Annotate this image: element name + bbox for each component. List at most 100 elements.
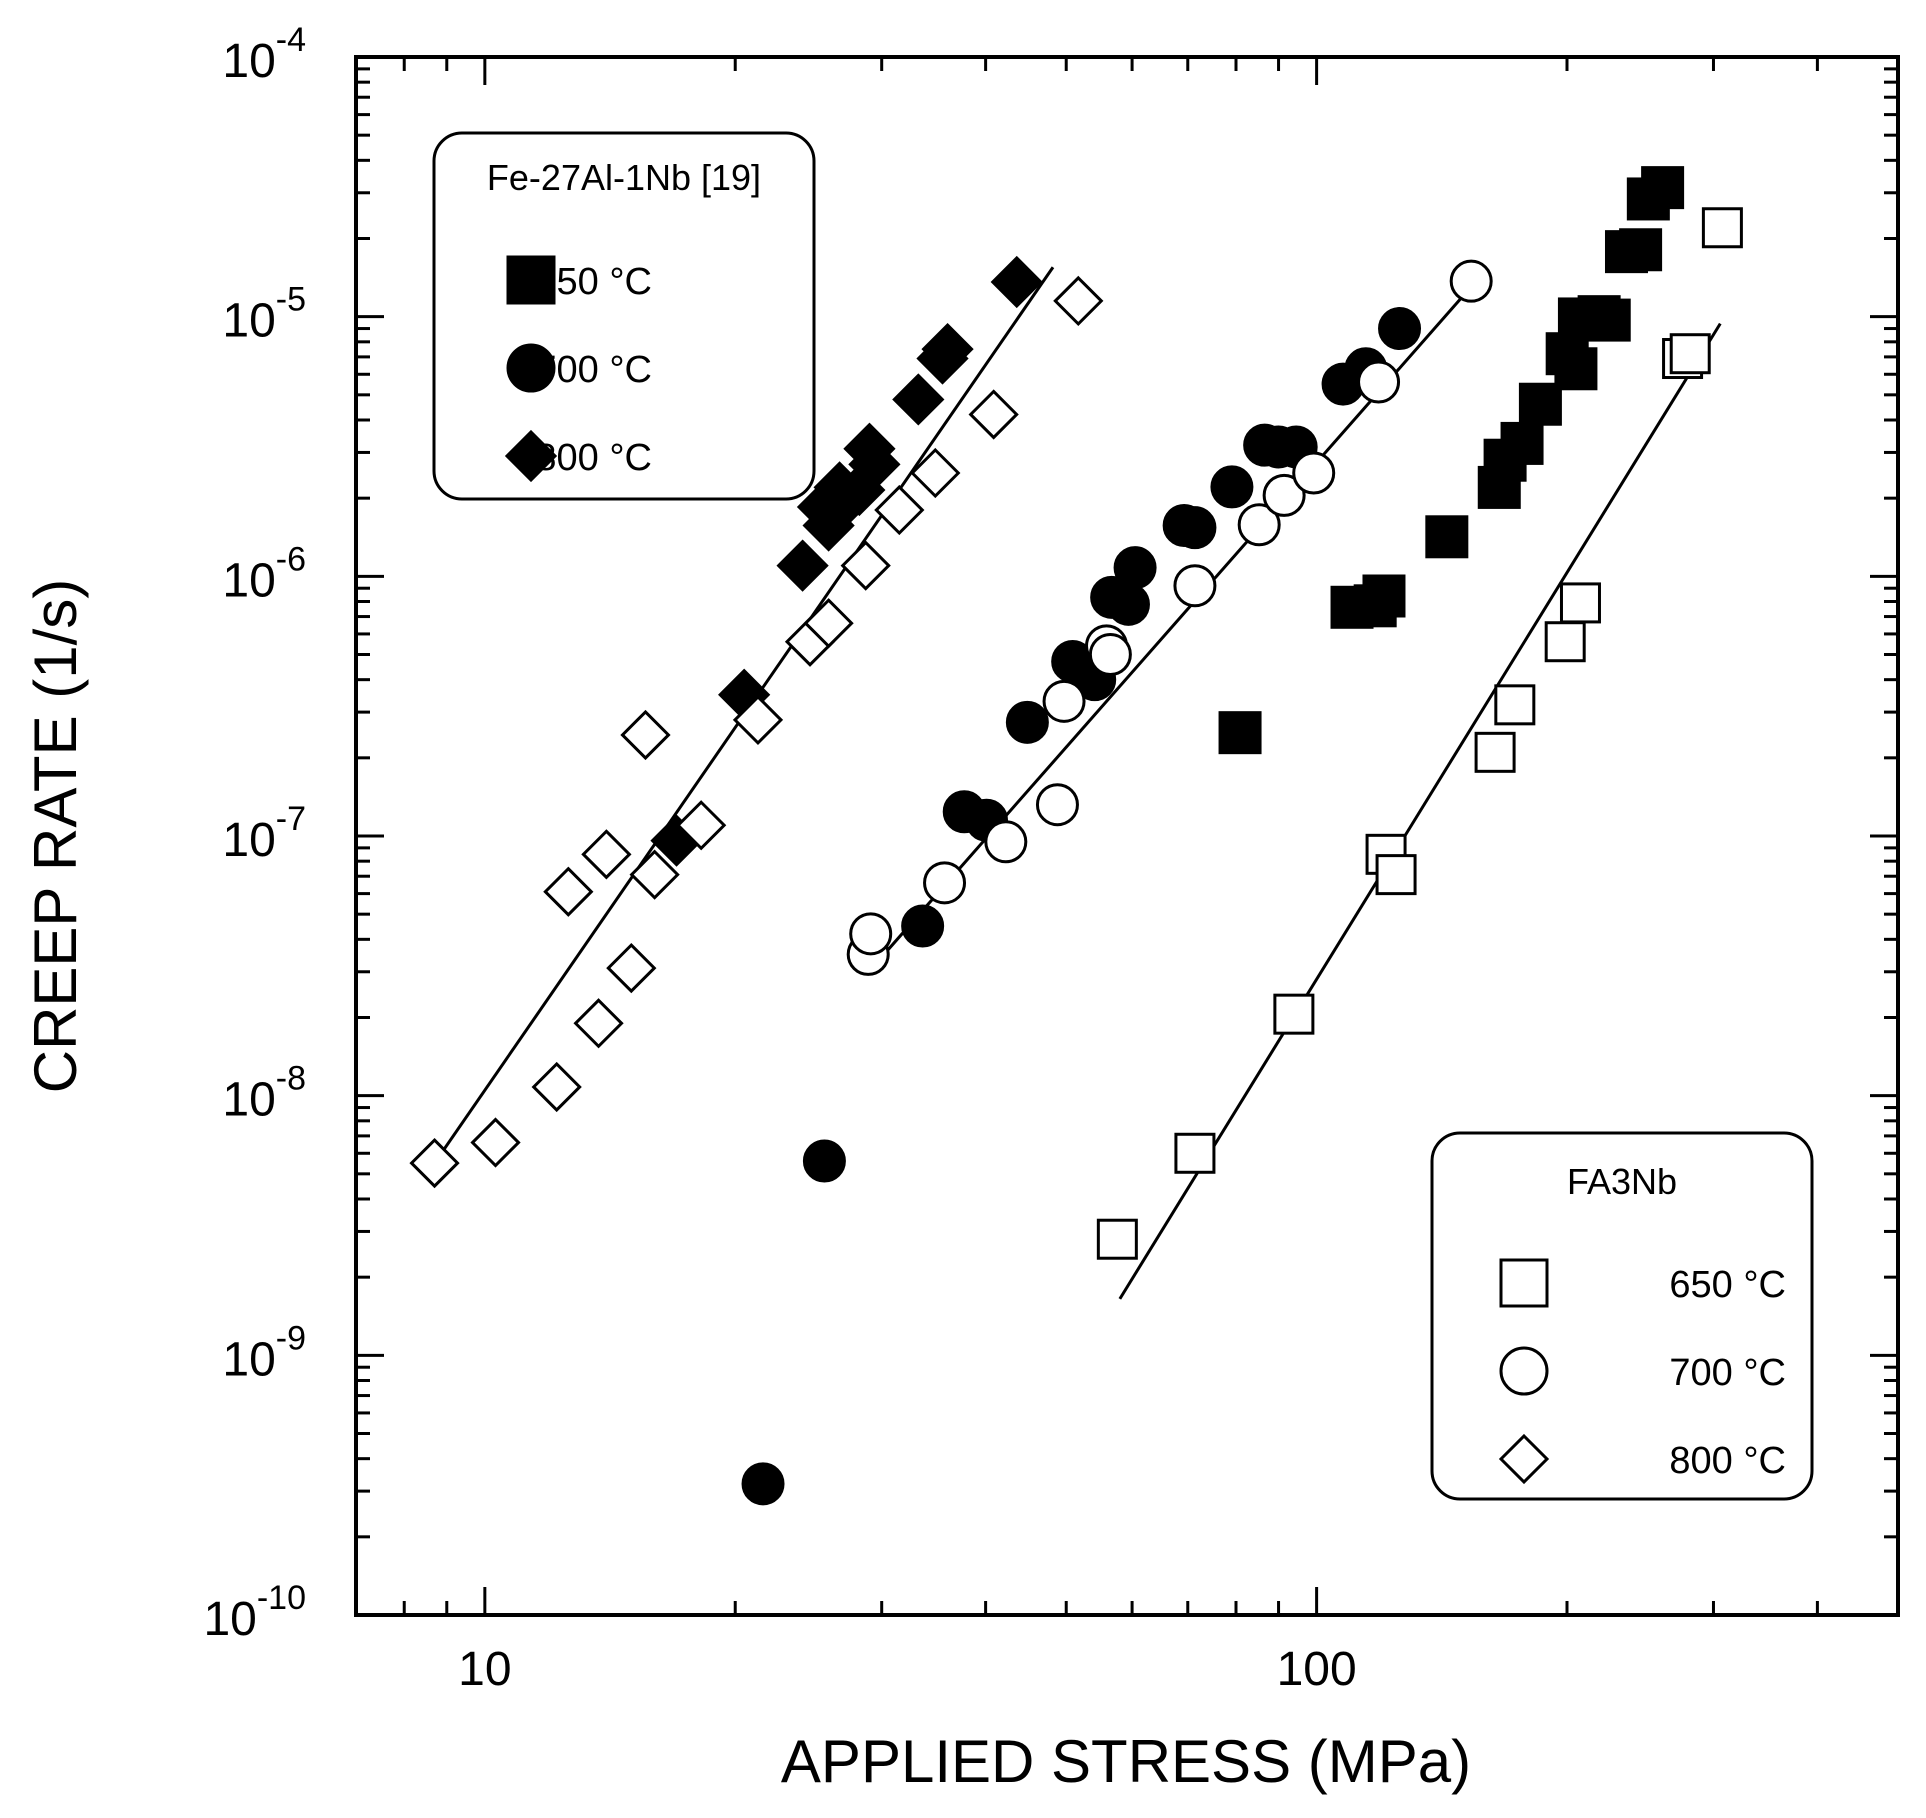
data-point <box>984 820 1028 864</box>
legend-entry: 700 °C <box>1499 1346 1786 1396</box>
data-point <box>1518 382 1562 426</box>
y-tick-label: 10-10 <box>203 1579 306 1646</box>
data-point <box>470 1117 521 1168</box>
data-point <box>409 1137 460 1189</box>
data-point <box>1494 684 1536 726</box>
legend-marker-circle <box>506 343 556 393</box>
data-points <box>409 166 1743 1506</box>
legend-marker-diamond <box>504 429 558 483</box>
series-fa3nb-800-c <box>409 275 1104 1189</box>
data-point <box>1559 582 1601 624</box>
data-point <box>1042 679 1086 723</box>
data-point <box>543 866 594 917</box>
legend-box <box>1430 1131 1814 1501</box>
axis-ticks <box>354 55 1900 1617</box>
data-point <box>910 447 961 499</box>
series-fe-27al-1nb-650-c <box>1218 166 1685 755</box>
data-point <box>1088 633 1132 677</box>
data-point <box>1173 564 1217 608</box>
y-tick-label: 10-6 <box>222 540 306 607</box>
data-point <box>1669 333 1711 375</box>
data-point <box>1378 307 1422 351</box>
fit-line-fa3nb-650-c-fit <box>1118 322 1722 1300</box>
data-point <box>1106 582 1150 626</box>
legend-marker-square <box>1499 1258 1549 1308</box>
data-point <box>1587 298 1631 342</box>
x-axis-title: APPLIED STRESS (MPa) <box>781 1728 1471 1795</box>
data-point <box>676 800 727 851</box>
fit-line-fa3nb-700-c-fit <box>870 291 1468 970</box>
legend-marker-circle <box>1499 1346 1549 1396</box>
legend-label: 700 °C <box>535 349 652 391</box>
data-point <box>573 998 624 1049</box>
data-point <box>1292 451 1336 495</box>
data-point <box>1237 503 1281 547</box>
data-point <box>1554 347 1598 391</box>
y-tick-label: 10-7 <box>222 800 306 867</box>
data-point <box>892 373 945 426</box>
data-point <box>921 322 974 376</box>
data-point <box>1375 854 1417 896</box>
series-fa3nb-700-c <box>846 259 1493 976</box>
series-fe-27al-1nb-800-c <box>650 255 1043 867</box>
data-point <box>1449 259 1493 303</box>
data-point <box>1474 731 1516 773</box>
data-point <box>1113 546 1157 590</box>
data-point <box>1096 1218 1138 1260</box>
legend-fe27al1nb: Fe-27Al-1Nb [19] 650 °C 700 °C 800 °C <box>432 131 816 501</box>
data-point <box>874 484 925 536</box>
data-point <box>1218 711 1262 755</box>
legend-marker-square <box>506 255 556 305</box>
y-tick-label: 10-8 <box>222 1060 306 1127</box>
legend-label: 800 °C <box>535 437 652 479</box>
data-point <box>1500 421 1544 465</box>
data-point <box>990 255 1043 309</box>
legend-box <box>432 131 816 501</box>
data-point <box>732 694 784 746</box>
legend-entry: 650 °C <box>506 255 652 305</box>
data-point <box>1619 228 1663 272</box>
data-point <box>1035 783 1079 827</box>
y-tick-label: 10-5 <box>222 281 306 348</box>
data-point <box>849 912 893 956</box>
data-point <box>776 539 829 592</box>
data-point <box>1174 1132 1216 1174</box>
legend-label: 650 °C <box>535 261 652 303</box>
legend-marker-diamond <box>1498 1433 1550 1485</box>
data-point <box>581 829 632 880</box>
data-point <box>1544 621 1586 663</box>
legend-entry: 800 °C <box>504 429 652 483</box>
data-point <box>968 389 1019 440</box>
legend-fa3nb: FA3Nb 650 °C 700 °C 800 °C <box>1430 1131 1814 1501</box>
data-point <box>803 598 854 649</box>
data-point <box>1053 275 1104 327</box>
data-point <box>1357 360 1401 404</box>
data-point <box>1273 993 1315 1035</box>
data-point <box>1210 465 1254 509</box>
data-point <box>1362 574 1406 618</box>
legend-label: 650 °C <box>1669 1264 1786 1306</box>
legend-entry: 800 °C <box>1498 1433 1786 1485</box>
data-point <box>741 1462 785 1506</box>
data-point <box>923 861 967 905</box>
legend-label: 700 °C <box>1669 1352 1786 1394</box>
data-point <box>848 438 901 491</box>
x-tick-labels: 10 100 <box>458 1643 1357 1696</box>
data-point <box>629 849 680 900</box>
legend-entry: 700 °C <box>506 343 652 393</box>
series-fa3nb-650-c <box>1096 207 1743 1260</box>
series-fe-27al-1nb-700-c <box>741 307 1422 1506</box>
x-tick-label: 10 <box>458 1643 511 1696</box>
legend-label: 800 °C <box>1669 1440 1786 1482</box>
data-point <box>606 942 657 994</box>
legend-title: Fe-27Al-1Nb [19] <box>487 157 761 198</box>
y-tick-label: 10-4 <box>222 21 306 88</box>
x-tick-label: 100 <box>1277 1643 1357 1696</box>
data-point <box>1173 506 1217 550</box>
data-point <box>1262 473 1306 517</box>
data-point <box>840 540 891 591</box>
data-point <box>1425 515 1469 559</box>
legend-entry: 650 °C <box>1499 1258 1786 1308</box>
data-point <box>1701 207 1743 249</box>
